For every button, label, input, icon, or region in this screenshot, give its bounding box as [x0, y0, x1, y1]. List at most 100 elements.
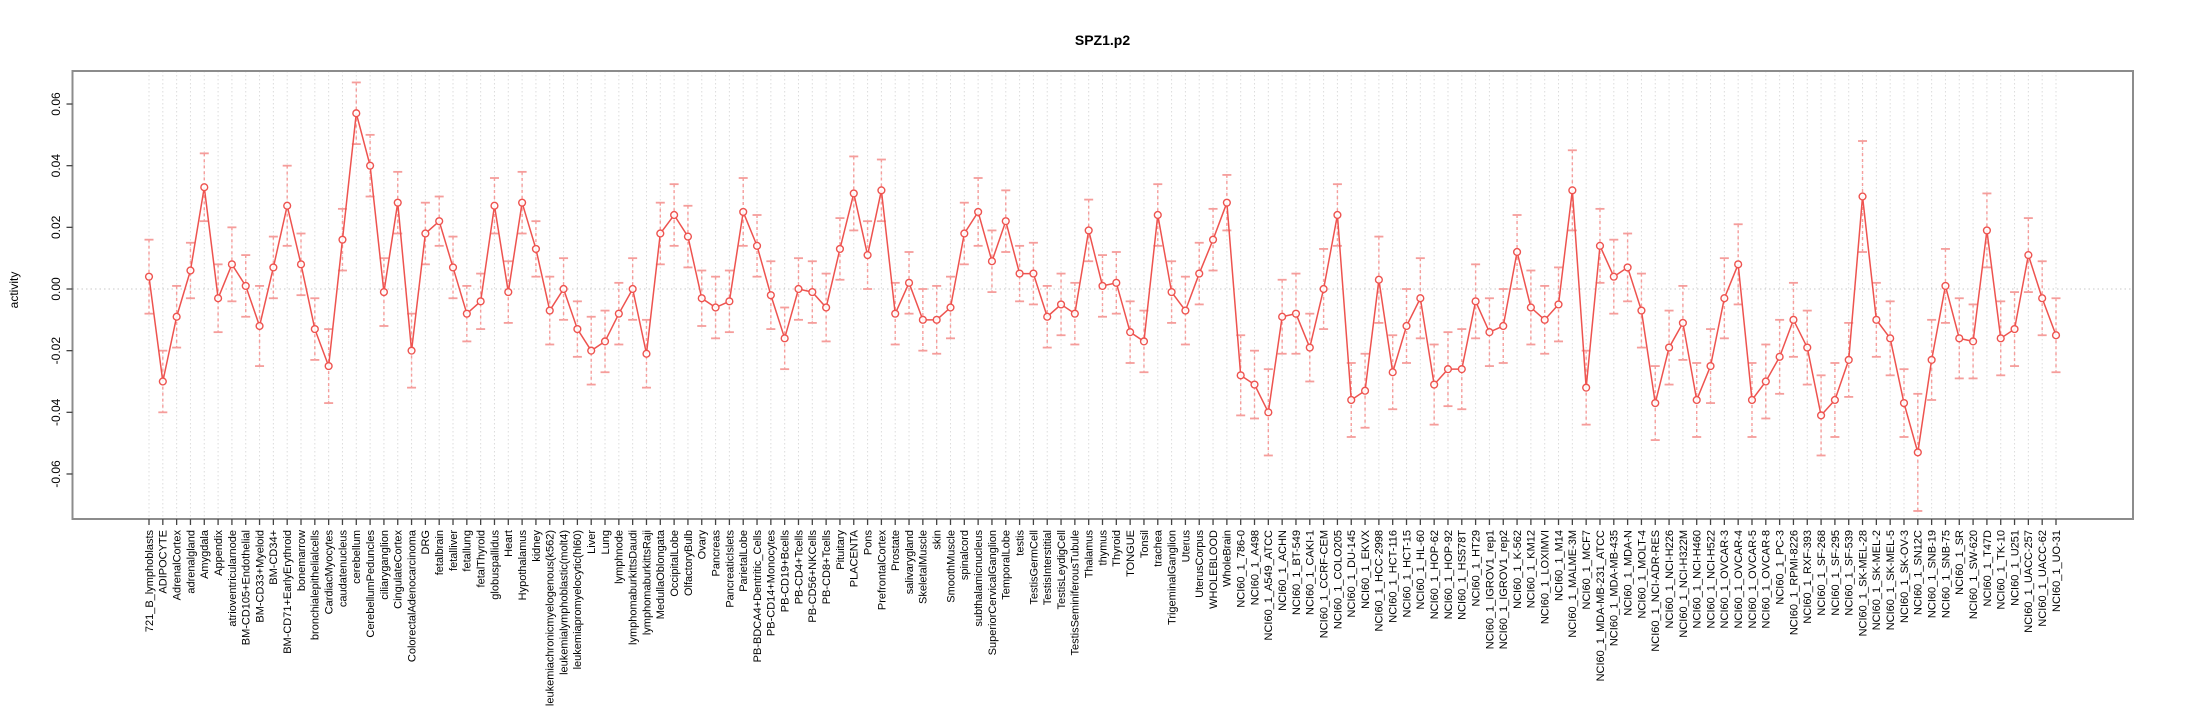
- data-point: [407, 346, 416, 355]
- data-point: [1098, 281, 1107, 291]
- data-point: [255, 321, 264, 331]
- data-point: [1043, 312, 1052, 321]
- data-point: [172, 312, 181, 321]
- y-tick-label: -0.06: [49, 460, 63, 488]
- data-point: [1803, 343, 1812, 352]
- data-point: [752, 241, 762, 250]
- data-point: [1899, 398, 1909, 408]
- x-tick-label: lymphnode: [614, 530, 626, 584]
- data-point: [849, 189, 858, 198]
- x-tick-label: fetalliver: [448, 530, 460, 571]
- data-point: [642, 349, 651, 358]
- x-tick-label: PrefrontalCortex: [876, 530, 888, 611]
- data-points: [144, 109, 2061, 457]
- data-point: [1761, 377, 1770, 386]
- data-point: [1706, 361, 1715, 371]
- y-tick-label: 0.04: [49, 154, 63, 178]
- x-tick-label: NCI60_1_TK-10: [1996, 530, 2008, 610]
- data-point: [213, 294, 223, 303]
- x-tick-label: NCI60_1_SK-OV-3: [1899, 530, 1911, 623]
- x-tick-label: NCI60_1_ACHN: [1277, 530, 1289, 611]
- data-point: [1775, 352, 1784, 361]
- data-point: [1112, 278, 1121, 287]
- data-point: [2024, 250, 2033, 260]
- data-point: [877, 186, 886, 195]
- data-point: [766, 291, 775, 300]
- data-point: [1195, 269, 1204, 278]
- x-tick-label: Uterus: [1180, 530, 1192, 563]
- x-tick-label: NCI60_1_KM12: [1526, 530, 1538, 608]
- x-tick-label: PB-BDCA4+Dentritic_Cells: [752, 530, 764, 663]
- data-point: [656, 229, 665, 238]
- data-point: [1126, 328, 1135, 337]
- data-point: [1830, 395, 1839, 405]
- data-point: [1084, 226, 1093, 235]
- data-point: [1029, 269, 1038, 278]
- x-tick-label: salivarygland: [904, 530, 916, 594]
- x-tick-label: leukemiapromyelocytic(hl60): [572, 530, 584, 669]
- data-point: [891, 309, 900, 318]
- data-point: [711, 303, 720, 312]
- x-tick-label: NCI60_1_CCRF-CEM: [1318, 530, 1330, 638]
- x-tick-label: NCI60_1_SK-MEL-2: [1871, 530, 1883, 630]
- data-point: [393, 198, 402, 207]
- data-point: [310, 324, 319, 334]
- data-point: [780, 334, 789, 343]
- y-axis-ticks: [66, 103, 73, 475]
- x-tick-label: lymphomaburkittsDaudi: [628, 530, 640, 645]
- x-tick-label: ColorectalAdenocarcinoma: [406, 529, 418, 662]
- x-tick-label: OlfactoryBulb: [683, 530, 695, 596]
- data-point: [932, 315, 941, 324]
- data-point: [1609, 272, 1618, 281]
- data-point: [587, 346, 596, 355]
- data-point: [683, 232, 693, 241]
- y-tick-label: -0.02: [49, 337, 63, 365]
- x-tick-label: NCI60_1_SF-539: [1844, 530, 1856, 616]
- data-point: [1485, 328, 1494, 337]
- data-point: [1139, 337, 1149, 346]
- x-tick-label: NCI60_1_UO-31: [2051, 530, 2063, 612]
- data-point: [379, 287, 389, 297]
- data-point: [1333, 210, 1342, 220]
- data-point: [144, 272, 154, 281]
- data-point: [2038, 294, 2047, 303]
- x-tick-label: NCI60_1_MDA-N: [1622, 530, 1634, 616]
- x-tick-label: TestisInterstitial: [1042, 530, 1054, 605]
- data-point: [476, 297, 485, 306]
- data-point: [518, 198, 527, 207]
- x-tick-label: TemporalLobe: [1001, 530, 1013, 600]
- y-tick-label: 0.00: [49, 277, 63, 301]
- data-point: [1347, 395, 1356, 405]
- data-point: [1568, 186, 1577, 195]
- x-tick-label: NCI60_1_OVCAR-8: [1761, 530, 1773, 628]
- x-tick-label: NCI60_1_BT-549: [1291, 530, 1303, 615]
- x-tick-label: UterusCorpus: [1194, 530, 1206, 598]
- x-tick-label: NCI60_1_SNB-19: [1926, 530, 1938, 618]
- x-tick-label: NCI60_1_SW-620: [1968, 530, 1980, 619]
- data-point: [1651, 398, 1660, 408]
- x-tick-label: NCI60_1_NCI-H322M: [1678, 530, 1690, 638]
- x-tick-label: DRG: [420, 530, 432, 554]
- x-tick-label: NCI60_1_OVCAR-3: [1719, 530, 1731, 628]
- x-tick-label: NCI60_1_M14: [1553, 530, 1565, 601]
- data-point: [904, 278, 914, 287]
- x-tick-label: BM-CD71+EarlyErythroid: [282, 530, 294, 654]
- data-point: [1692, 395, 1701, 405]
- x-tick-label: NCI60_1_U251: [2009, 530, 2021, 606]
- data-point: [835, 244, 845, 254]
- x-axis-ticks: [148, 519, 2057, 525]
- data-point: [600, 337, 610, 346]
- x-tick-label: trachea: [1153, 529, 1165, 567]
- data-point: [490, 201, 499, 210]
- data-point: [241, 281, 250, 291]
- data-point: [1554, 300, 1563, 309]
- x-tick-label: NCI60_1_HCT-116: [1388, 530, 1400, 623]
- x-tick-label: caudatenucleus: [337, 530, 349, 608]
- x-tick-label: PB-CD4+Tcells: [793, 530, 805, 605]
- x-tick-label: NCI60_1_HS578T: [1457, 530, 1469, 620]
- data-point: [822, 303, 831, 312]
- x-tick-label: Heart: [503, 530, 515, 557]
- x-tick-label: NCI60_1_RXF-393: [1802, 530, 1814, 624]
- x-tick-label: NCI60_1_IGROV1_rep2: [1498, 530, 1510, 649]
